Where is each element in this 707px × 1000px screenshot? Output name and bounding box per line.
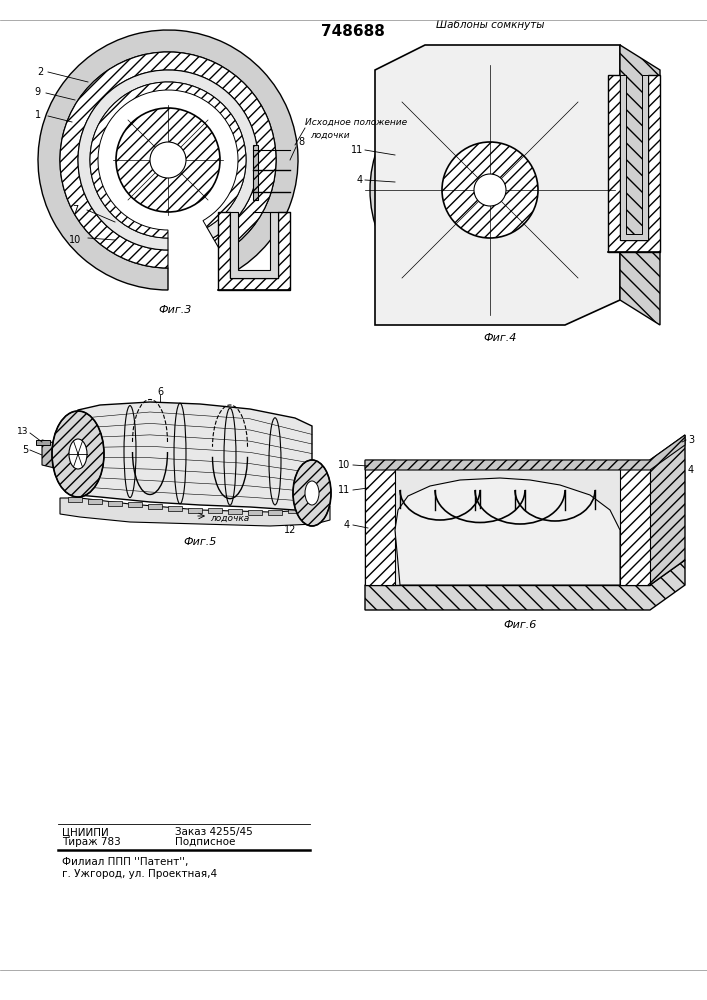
Bar (108, 501, 122, 506)
Polygon shape (253, 145, 258, 200)
Wedge shape (60, 52, 276, 268)
Polygon shape (375, 45, 620, 325)
Text: 3: 3 (688, 435, 694, 445)
Text: ЦНИИПИ: ЦНИИПИ (62, 827, 109, 837)
Text: 11: 11 (338, 485, 350, 495)
Polygon shape (36, 440, 50, 445)
Text: 8: 8 (300, 483, 306, 493)
Bar (208, 508, 222, 513)
Text: г. Ужгород, ул. Проектная,4: г. Ужгород, ул. Проектная,4 (62, 869, 217, 879)
Ellipse shape (293, 460, 331, 526)
Polygon shape (42, 440, 63, 470)
Wedge shape (370, 70, 610, 310)
Text: Тираж 783: Тираж 783 (62, 837, 121, 847)
Polygon shape (218, 212, 290, 290)
Text: 2: 2 (37, 67, 43, 77)
Wedge shape (416, 116, 564, 264)
Text: 6: 6 (157, 387, 163, 397)
Text: 5: 5 (22, 445, 28, 455)
Ellipse shape (305, 481, 319, 505)
Bar (288, 508, 302, 512)
Text: Филиал ППП ''Патент'',: Филиал ППП ''Патент'', (62, 857, 188, 867)
Bar (248, 510, 262, 515)
Polygon shape (365, 560, 685, 610)
Wedge shape (406, 106, 574, 274)
Bar (128, 502, 142, 507)
Circle shape (150, 142, 186, 178)
Bar (68, 497, 82, 502)
Polygon shape (620, 75, 648, 240)
Text: Шаблоны сомкнуты: Шаблоны сомкнуты (436, 20, 544, 30)
Text: 4: 4 (357, 175, 363, 185)
Polygon shape (230, 212, 278, 278)
Polygon shape (620, 460, 650, 585)
Wedge shape (90, 82, 246, 238)
Ellipse shape (52, 411, 104, 497)
Wedge shape (38, 30, 298, 290)
Text: Фиг.5: Фиг.5 (183, 537, 216, 547)
Text: 748688: 748688 (321, 24, 385, 39)
Polygon shape (60, 498, 330, 526)
Circle shape (474, 174, 506, 206)
Text: лодочки: лодочки (310, 130, 350, 139)
Polygon shape (365, 460, 650, 585)
Wedge shape (390, 90, 590, 290)
Text: Подписное: Подписное (175, 837, 235, 847)
Bar (88, 499, 102, 504)
Text: Исходное положение: Исходное положение (305, 117, 407, 126)
Text: 7: 7 (72, 205, 78, 215)
Polygon shape (608, 75, 660, 252)
Polygon shape (395, 478, 620, 585)
Text: Фиг.3: Фиг.3 (158, 305, 192, 315)
Polygon shape (620, 45, 660, 325)
Polygon shape (365, 460, 395, 585)
Text: 9: 9 (34, 87, 40, 97)
Bar (268, 510, 282, 514)
Bar (148, 504, 162, 509)
Text: Фиг.6: Фиг.6 (503, 620, 537, 630)
Bar (168, 506, 182, 511)
Bar (308, 506, 322, 510)
Circle shape (116, 108, 220, 212)
Bar (188, 508, 202, 513)
Text: Заказ 4255/45: Заказ 4255/45 (175, 827, 252, 837)
Text: 11: 11 (351, 145, 363, 155)
Text: 1: 1 (35, 110, 41, 120)
Text: 4: 4 (688, 465, 694, 475)
Bar (228, 509, 242, 514)
Text: 12: 12 (284, 525, 296, 535)
Polygon shape (365, 435, 685, 470)
Circle shape (442, 142, 538, 238)
Text: Фиг.4: Фиг.4 (484, 333, 517, 343)
Polygon shape (78, 402, 312, 510)
Text: 10: 10 (338, 460, 350, 470)
Ellipse shape (69, 439, 87, 469)
Text: 4: 4 (344, 520, 350, 530)
Text: 8: 8 (298, 137, 304, 147)
Text: 10: 10 (69, 235, 81, 245)
Wedge shape (78, 70, 258, 250)
Text: лодочка: лодочка (210, 514, 250, 522)
Polygon shape (650, 435, 685, 585)
Text: 13: 13 (16, 428, 28, 436)
